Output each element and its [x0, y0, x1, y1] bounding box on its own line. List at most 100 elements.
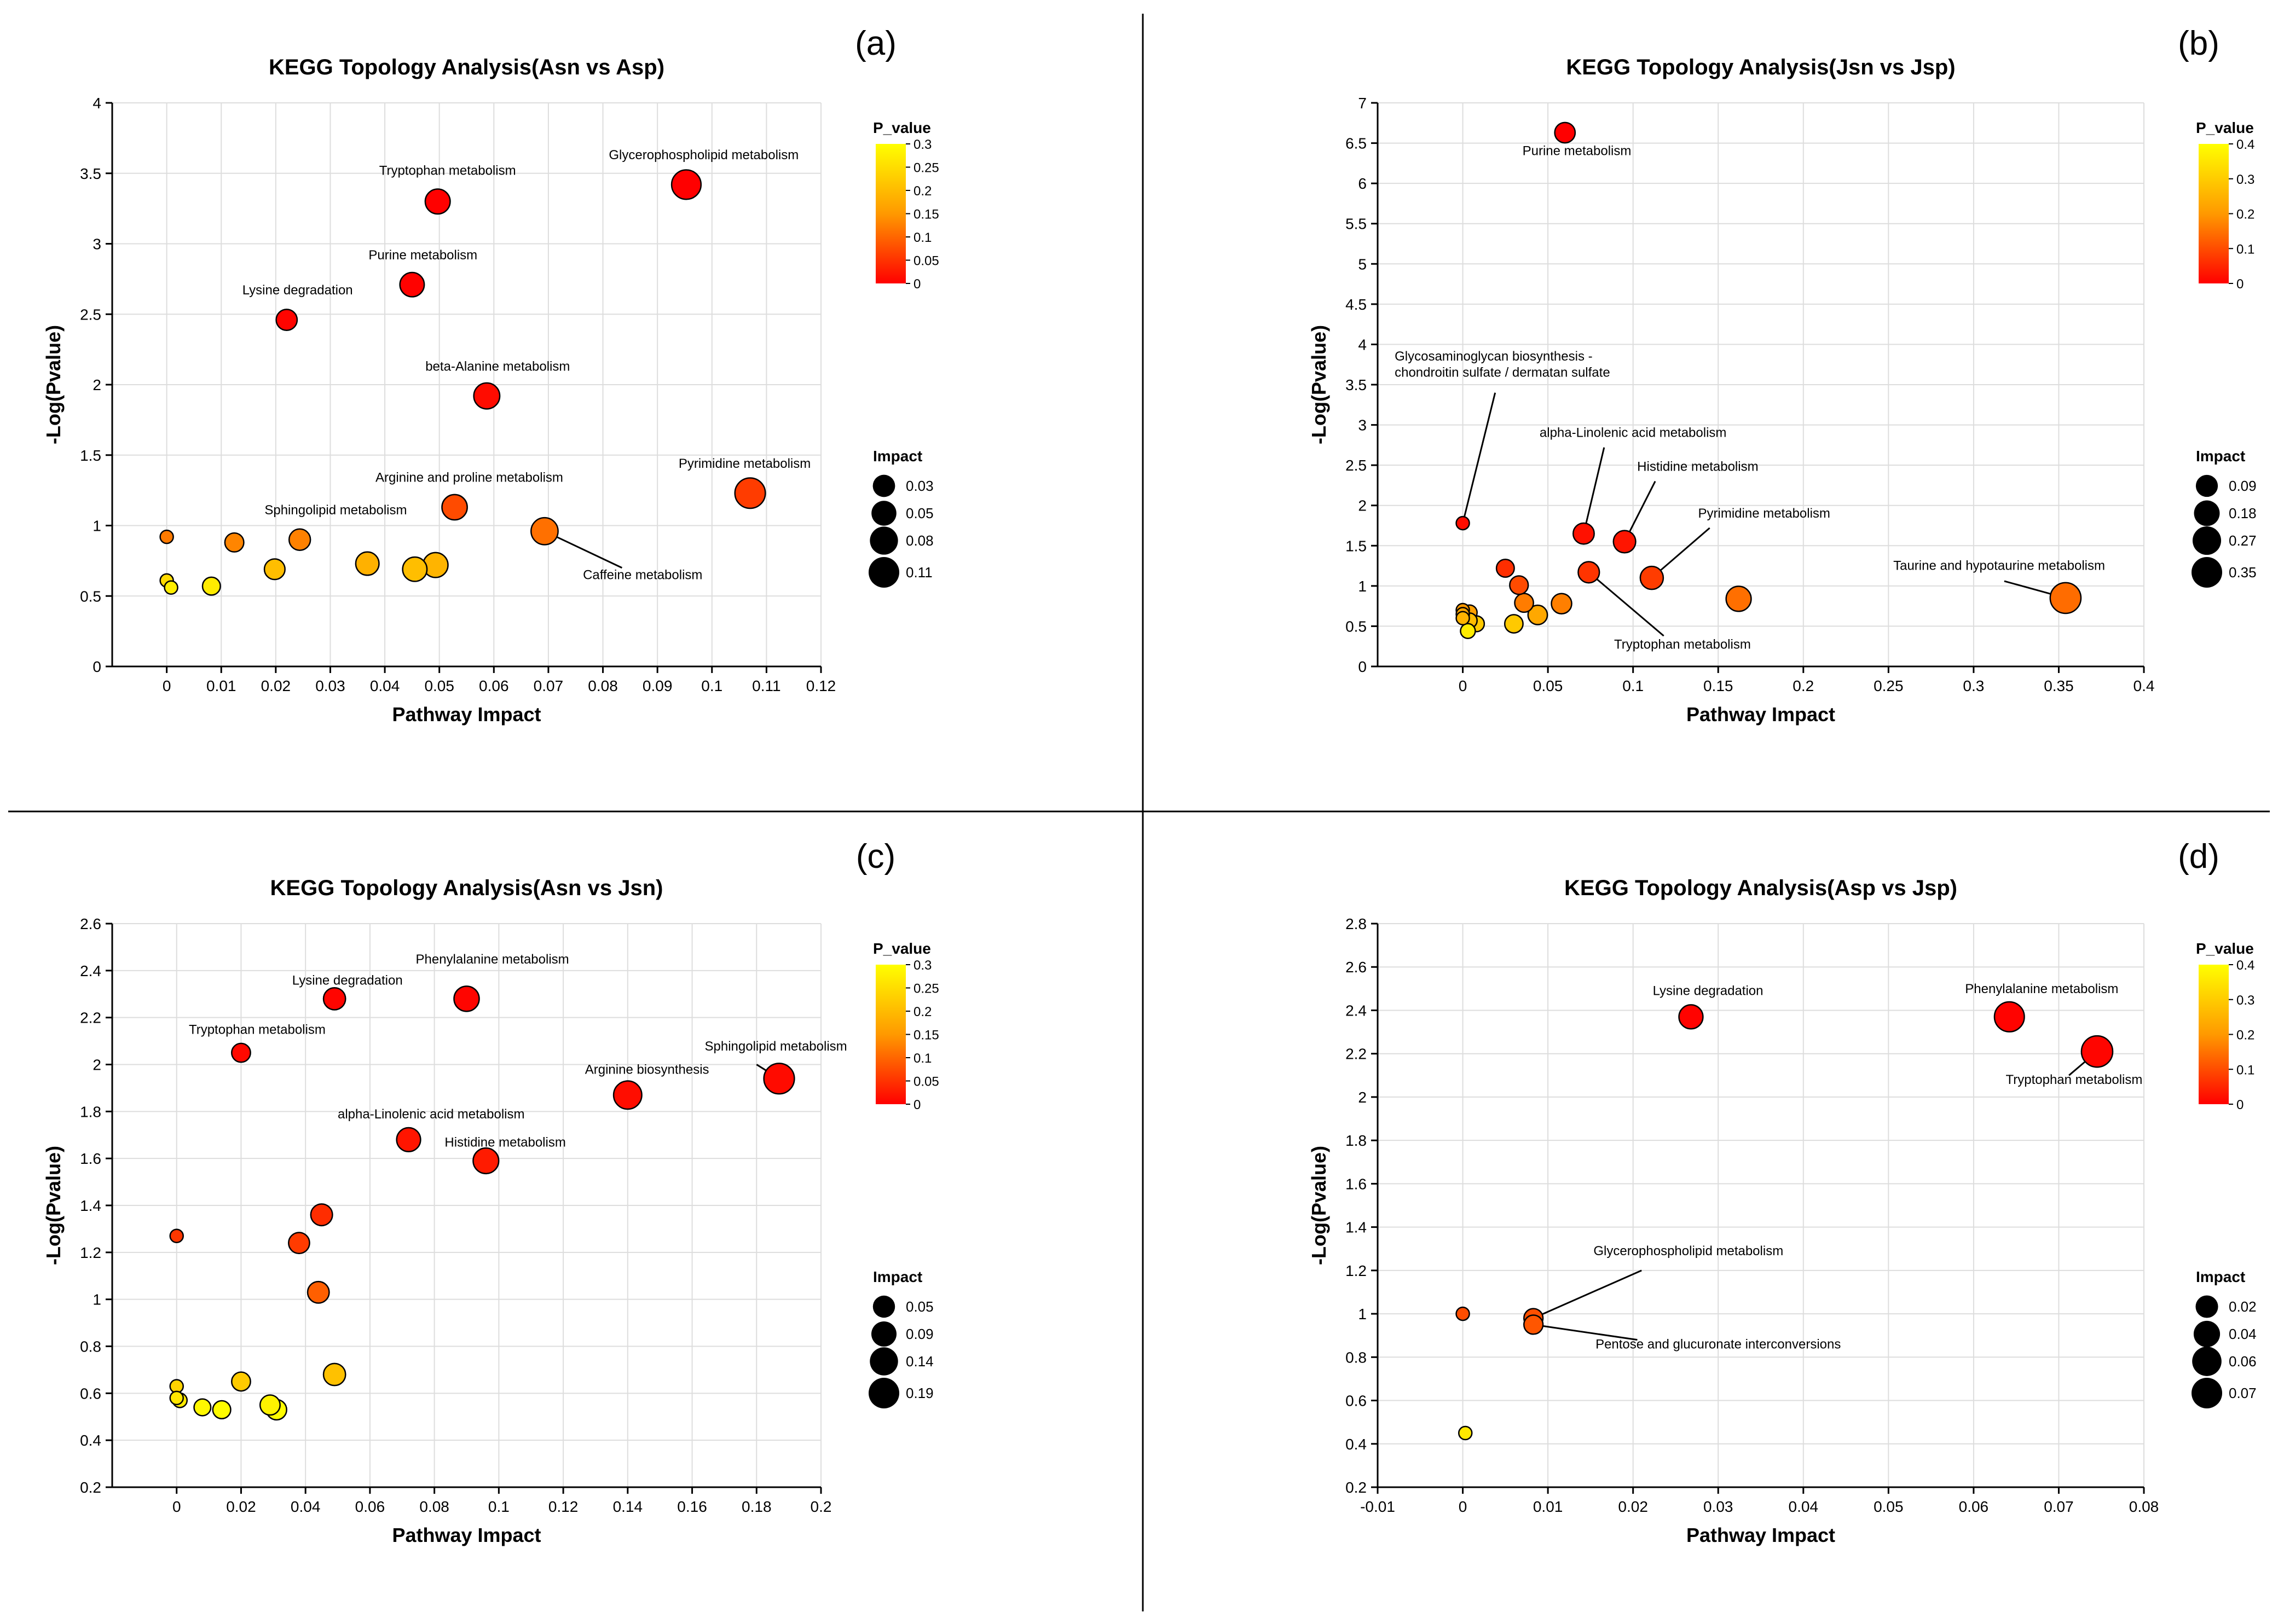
point-annotation: Sphingolipid metabolism: [705, 1039, 847, 1054]
data-point[interactable]: [288, 1232, 310, 1255]
point-annotation: Tryptophan metabolism: [2005, 1072, 2142, 1087]
point-annotation: beta-Alanine metabolism: [425, 359, 570, 374]
x-tick-label: 0.18: [742, 1498, 772, 1515]
data-point[interactable]: [763, 1063, 795, 1095]
data-point[interactable]: [1612, 530, 1637, 554]
data-point[interactable]: [2080, 1035, 2114, 1068]
y-tick-label: 1: [92, 518, 101, 535]
gridlines: [1378, 102, 2144, 667]
annotation-leader-line: [1533, 1269, 1642, 1319]
data-point[interactable]: [402, 556, 428, 582]
point-annotation: chondroitin sulfate / dermatan sulfate: [1395, 365, 1610, 380]
impact-legend-title: Impact: [2196, 448, 2245, 465]
x-tick-label: 0.06: [479, 677, 509, 694]
point-annotation: Arginine and proline metabolism: [375, 471, 563, 485]
data-point[interactable]: [670, 169, 702, 200]
point-annotation: Histidine metabolism: [1637, 459, 1758, 474]
chart-panel-1: (a) KEGG Topology Analysis(Asn vs Asp) 0 0.…: [42, 25, 939, 726]
colorbar-tick-label: 0.3: [913, 958, 932, 973]
impact-legend-label: 0.05: [906, 1298, 934, 1315]
data-point[interactable]: [259, 1394, 281, 1416]
annotation-leader-line: [1582, 447, 1605, 534]
data-point[interactable]: [169, 1228, 184, 1244]
data-point[interactable]: [355, 551, 380, 576]
data-point[interactable]: [1678, 1004, 1704, 1030]
data-point[interactable]: [322, 1362, 346, 1387]
colorbar-tick-label: 0.3: [2236, 172, 2254, 187]
data-point[interactable]: [1572, 522, 1595, 545]
p-value-legend-title: P_value: [873, 119, 931, 136]
y-tick-label: 5: [1358, 256, 1367, 272]
data-point[interactable]: [1993, 1001, 2025, 1033]
gridlines: [1377, 923, 2144, 1488]
data-point[interactable]: [1460, 623, 1476, 639]
chart-title: KEGG Topology Analysis(Asn vs Jsn): [270, 876, 663, 900]
y-tick-label: 0.4: [80, 1432, 101, 1449]
y-tick-label: 0.6: [80, 1385, 101, 1402]
x-tick-label: 0.25: [1874, 677, 1904, 694]
point-annotation: Lysine degradation: [242, 283, 353, 298]
data-point[interactable]: [396, 1127, 421, 1152]
data-point[interactable]: [530, 517, 559, 546]
data-point[interactable]: [1495, 558, 1515, 578]
data-point[interactable]: [1514, 593, 1534, 613]
data-point[interactable]: [231, 1371, 251, 1392]
data-point[interactable]: [1504, 614, 1524, 634]
data-point[interactable]: [201, 576, 221, 596]
data-point[interactable]: [453, 985, 480, 1012]
x-tick-label: 0.08: [588, 677, 618, 694]
point-annotation: Pyrimidine metabolism: [679, 456, 811, 471]
data-point[interactable]: [1639, 565, 1664, 590]
data-point[interactable]: [1458, 1425, 1473, 1441]
colorbar-tick-label: 0: [2236, 1098, 2244, 1112]
data-point[interactable]: [159, 529, 174, 544]
impact-legend: Impact 0.05 0.09 0.14 0.19: [869, 1268, 934, 1408]
y-tick-label: 1.5: [1345, 537, 1367, 554]
data-point[interactable]: [473, 382, 501, 410]
data-point[interactable]: [1577, 561, 1600, 584]
data-point[interactable]: [164, 580, 178, 595]
data-point[interactable]: [1455, 515, 1470, 531]
y-tick-label: 3.5: [80, 165, 101, 182]
data-point[interactable]: [424, 188, 451, 215]
colorbar-tick-label: 0.05: [913, 1075, 939, 1089]
y-tick-label: 1.8: [80, 1103, 101, 1120]
impact-legend-title: Impact: [873, 448, 922, 465]
data-point[interactable]: [734, 477, 766, 509]
data-point[interactable]: [275, 309, 298, 331]
data-point[interactable]: [263, 558, 286, 581]
y-tick-label: 0.4: [1345, 1436, 1367, 1453]
data-point[interactable]: [1509, 575, 1529, 595]
data-point[interactable]: [472, 1147, 500, 1175]
data-point[interactable]: [1455, 611, 1470, 625]
data-point[interactable]: [288, 528, 311, 551]
data-point[interactable]: [399, 271, 425, 298]
data-point[interactable]: [1455, 1306, 1470, 1321]
data-point[interactable]: [1725, 585, 1752, 612]
data-point[interactable]: [1551, 593, 1572, 614]
data-point[interactable]: [612, 1080, 643, 1110]
data-point[interactable]: [212, 1400, 232, 1419]
data-point[interactable]: [1554, 121, 1576, 144]
point-annotation: Phenylalanine metabolism: [416, 952, 569, 967]
data-point[interactable]: [224, 532, 245, 553]
data-point[interactable]: [231, 1042, 251, 1063]
data-point[interactable]: [193, 1398, 212, 1417]
data-point[interactable]: [1523, 1314, 1544, 1335]
data-point[interactable]: [169, 1390, 184, 1406]
colorbar-tick-label: 0: [913, 277, 921, 292]
impact-legend-marker: [870, 1347, 898, 1376]
data-point[interactable]: [441, 494, 468, 521]
data-point[interactable]: [2049, 582, 2082, 614]
data-point[interactable]: [307, 1280, 330, 1304]
data-point[interactable]: [322, 987, 346, 1011]
data-point[interactable]: [1527, 604, 1548, 625]
y-tick-label: 3: [1358, 417, 1367, 434]
y-tick-label: 2: [1358, 497, 1367, 514]
colorbar-tick-label: 0.25: [913, 982, 939, 996]
panel-label: (c): [856, 838, 895, 875]
x-tick-label: 0: [172, 1498, 181, 1515]
data-point[interactable]: [310, 1203, 333, 1227]
point-annotation: Lysine degradation: [1653, 984, 1764, 999]
